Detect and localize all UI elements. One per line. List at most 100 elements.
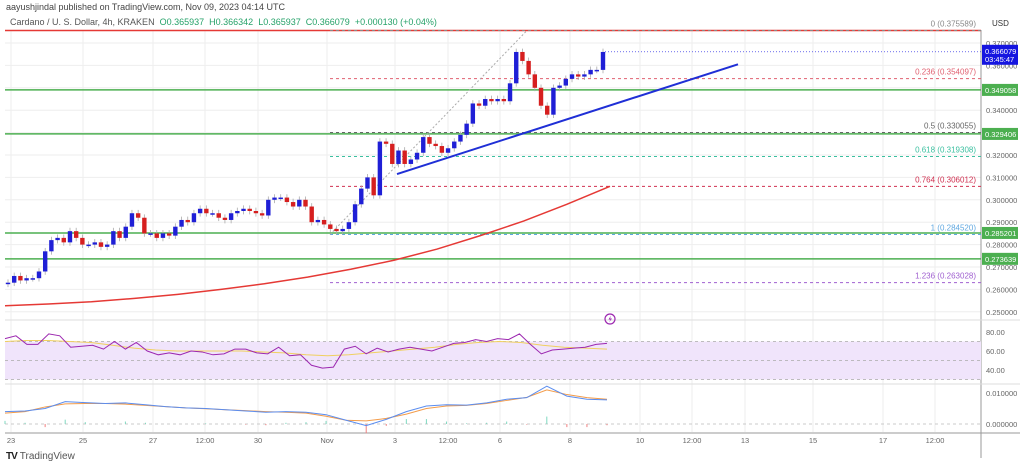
candle-up — [197, 208, 203, 214]
horizontal-levels[interactable]: 0.349058 0.329406 0.285201 0.273639 — [5, 29, 1018, 265]
tv-logo-icon: TV — [6, 451, 18, 462]
candle-up — [30, 278, 35, 280]
candle-up — [129, 213, 135, 227]
price-tick-label: 0.270000 — [986, 263, 1017, 272]
candle-up — [470, 103, 476, 124]
ohlc-low: L0.365937 — [258, 17, 301, 27]
time-tick-label: 23 — [7, 436, 15, 445]
candle-up — [408, 159, 414, 164]
price-tick-label: 0.320000 — [986, 151, 1017, 160]
symbol-legend: Cardano / U. S. Dollar, 4h, KRAKEN O0.36… — [10, 17, 437, 27]
candle-up — [507, 83, 513, 102]
fib-level-label: 0 (0.375589) — [931, 19, 977, 28]
rsi-ma-line — [4, 340, 608, 357]
time-tick-label: 6 — [498, 436, 502, 445]
candle-up — [49, 240, 54, 252]
candle-down — [489, 99, 494, 102]
price-tick-label: 0.280000 — [986, 241, 1017, 250]
candle-up — [278, 197, 283, 200]
time-tick-label: 13 — [741, 436, 749, 445]
candle-up — [421, 137, 426, 153]
fib-diagonal[interactable] — [329, 30, 528, 235]
candle-down — [576, 74, 581, 77]
ema-line — [4, 185, 611, 307]
candle-up — [594, 69, 600, 72]
candle-up — [24, 278, 29, 281]
macd-tick-label: 0.000000 — [986, 420, 1017, 429]
candle-up — [346, 222, 352, 229]
price-tick-label: 0.260000 — [986, 285, 1017, 294]
candle-down — [290, 202, 296, 207]
fib-level-label: 0.764 (0.306012) — [915, 175, 976, 184]
level-label-bg — [982, 83, 1018, 96]
candle-down — [247, 208, 252, 211]
candle-down — [520, 51, 525, 61]
candle-down — [334, 228, 339, 232]
time-tick-label: 15 — [809, 436, 817, 445]
fibonacci-retracement[interactable]: 0 (0.375589) 0.236 (0.354097) 0.5 (0.33005… — [329, 19, 981, 284]
alert-icon[interactable] — [604, 313, 616, 325]
pane-borders — [5, 30, 1020, 458]
candle-up — [582, 74, 587, 77]
symbol-name[interactable]: Cardano / U. S. Dollar, 4h, KRAKEN — [10, 17, 155, 27]
macd-line — [4, 385, 608, 427]
candle-up — [600, 51, 606, 70]
macd-tick-label: 0.010000 — [986, 389, 1017, 398]
candle-down — [545, 105, 550, 115]
price-axis[interactable]: USD 0.370000 0.360000 0.340000 0.320000 0.31… — [605, 19, 1018, 317]
candle-down — [18, 275, 23, 281]
time-axis[interactable]: 23 25 27 12:00 30 Nov 3 12:00 6 8 10 12:00 13 15 17 12:… — [7, 436, 945, 445]
ohlc-open: O0.365937 — [159, 17, 205, 27]
candle-up — [42, 251, 48, 272]
ohlc-change: +0.000130 (+0.04%) — [354, 17, 437, 27]
candle-up — [191, 213, 197, 223]
candle-up — [123, 226, 128, 238]
trendline[interactable] — [396, 63, 739, 175]
price-tick-label: 0.340000 — [986, 106, 1017, 115]
candle-up — [514, 51, 519, 84]
candle-up — [92, 242, 97, 245]
price-tick-label: 0.300000 — [986, 196, 1017, 205]
rsi-tick-label: 40.00 — [986, 366, 1005, 375]
candle-down — [321, 219, 327, 225]
candle-down — [383, 141, 389, 144]
candle-up — [445, 148, 451, 153]
candle-up — [396, 150, 401, 164]
candle-up — [483, 99, 488, 106]
logo-text: TradingView — [19, 451, 75, 462]
price-tick-label: 0.250000 — [986, 308, 1017, 317]
level-label: 0.273639 — [985, 255, 1016, 264]
tradingview-logo[interactable]: TV TradingView — [6, 451, 75, 462]
trendline[interactable] — [396, 63, 739, 175]
candle-up — [563, 78, 569, 86]
candle-up — [297, 199, 302, 207]
candle-down — [204, 208, 209, 214]
price-tick-label: 0.370000 — [986, 39, 1017, 48]
candle-down — [439, 146, 445, 153]
candle-down — [80, 237, 85, 245]
candle-down — [253, 211, 259, 214]
rsi-tick-label: 80.00 — [986, 328, 1005, 337]
candle-up — [11, 275, 17, 283]
candle-up — [557, 85, 562, 88]
candle-up — [36, 271, 42, 279]
candle-up — [86, 244, 91, 247]
time-tick-label: 3 — [393, 436, 397, 445]
candle-down — [61, 237, 66, 243]
time-tick-label: 12:00 — [439, 436, 458, 445]
time-tick-label: 30 — [254, 436, 262, 445]
candle-down — [222, 217, 228, 220]
fib-level-label: 0.236 (0.354097) — [915, 68, 976, 77]
fib-level-label: 1.236 (0.263028) — [915, 272, 976, 281]
candle-up — [228, 213, 234, 220]
candle-up — [173, 226, 178, 236]
candle-up — [588, 69, 593, 75]
time-tick-label: 12:00 — [683, 436, 702, 445]
price-tick-label: 0.360000 — [986, 61, 1017, 70]
candle-down — [142, 217, 147, 234]
currency-label[interactable]: USD — [992, 19, 1009, 28]
level-label-bg — [982, 226, 1018, 239]
candle-down — [538, 87, 544, 106]
candle-up — [241, 208, 246, 211]
